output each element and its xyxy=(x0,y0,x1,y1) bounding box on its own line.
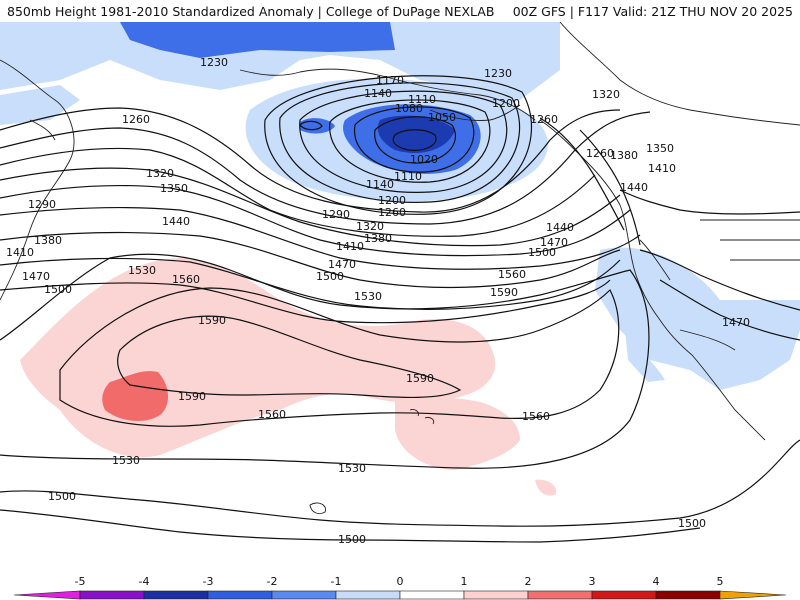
contour-label: 1500 xyxy=(316,270,344,283)
colorbar-segment xyxy=(143,590,209,600)
contour-label: 1230 xyxy=(484,67,512,80)
contour-label: 1440 xyxy=(620,181,648,194)
contour-label: 1590 xyxy=(198,314,226,327)
colorbar-tick: -3 xyxy=(203,575,214,588)
contour-label: 1410 xyxy=(336,240,364,253)
contour-label: 1350 xyxy=(646,142,674,155)
contour-label: 1260 xyxy=(122,113,150,126)
contour-label: 1380 xyxy=(364,232,392,245)
colorbar-tick: 5 xyxy=(717,575,724,588)
contour-label: 1590 xyxy=(490,286,518,299)
contour-label: 1260 xyxy=(530,113,558,126)
colorbar-tick: 0 xyxy=(397,575,404,588)
contour-label: 1470 xyxy=(328,258,356,271)
contour-label: 1500 xyxy=(48,490,76,503)
colorbar-tick: -2 xyxy=(267,575,278,588)
colorbar-ticks: -5 -4 -3 -2 -1 0 1 2 3 4 5 xyxy=(75,575,724,588)
contour-label: 1380 xyxy=(34,234,62,247)
colorbar-segment xyxy=(335,590,401,600)
contour-label: 1350 xyxy=(160,182,188,195)
colorbar-tick: -4 xyxy=(139,575,150,588)
contour-label: 1380 xyxy=(610,149,638,162)
contour-label: 1140 xyxy=(366,178,394,191)
contour-label: 1590 xyxy=(178,390,206,403)
height-contours xyxy=(0,75,800,543)
contour-label: 1320 xyxy=(146,167,174,180)
contour-label: 1470 xyxy=(722,316,750,329)
contour-label: 1470 xyxy=(540,236,568,249)
contour-label: 1560 xyxy=(172,273,200,286)
map-title: 850mb Height 1981-2010 Standardized Anom… xyxy=(7,4,495,19)
colorbar-segments xyxy=(13,590,787,600)
contour-label: 1560 xyxy=(522,410,550,423)
contour-label: 1470 xyxy=(22,270,50,283)
contour-label: 1140 xyxy=(364,87,392,100)
contour-label: 1110 xyxy=(408,93,436,106)
contour-label: 1320 xyxy=(356,220,384,233)
contour-label: 1530 xyxy=(354,290,382,303)
contour-label: 1080 xyxy=(395,102,423,115)
colorbar-segment xyxy=(399,590,465,600)
contour-label: 1500 xyxy=(528,246,556,259)
coastlines xyxy=(0,22,800,515)
contour-label: 1500 xyxy=(338,533,366,546)
contour-label: 1560 xyxy=(258,408,286,421)
contour-label: 1260 xyxy=(586,147,614,160)
colorbar-tick: -1 xyxy=(331,575,342,588)
colorbar: -5 -4 -3 -2 -1 0 1 2 3 4 5 xyxy=(0,568,800,600)
header-bar: 850mb Height 1981-2010 Standardized Anom… xyxy=(0,0,800,22)
colorbar-segment xyxy=(591,590,657,600)
weather-map: 1230 1230 1260 1260 1290 1320 1350 1380 … xyxy=(0,22,800,568)
contour-label: 1200 xyxy=(492,97,520,110)
colorbar-segment xyxy=(527,590,593,600)
contour-label: 1170 xyxy=(376,74,404,87)
colorbar-tick: 3 xyxy=(589,575,596,588)
model-run-label: 00Z GFS | F117 Valid: 21Z THU NOV 20 202… xyxy=(512,4,793,19)
contour-label: 1110 xyxy=(394,170,422,183)
contour-label: 1500 xyxy=(44,283,72,296)
contour-label: 1260 xyxy=(378,206,406,219)
contour-label: 1530 xyxy=(338,462,366,475)
contour-label: 1410 xyxy=(6,246,34,259)
contour-label: 1530 xyxy=(128,264,156,277)
contour-label: 1290 xyxy=(322,208,350,221)
colorbar-segment xyxy=(655,590,721,600)
contour-label: 1500 xyxy=(678,517,706,530)
colorbar-segment xyxy=(463,590,529,600)
colorbar-tick: 2 xyxy=(525,575,532,588)
contour-label: 1440 xyxy=(546,221,574,234)
colorbar-tick: 4 xyxy=(653,575,660,588)
contour-label: 1290 xyxy=(28,198,56,211)
contour-label: 1530 xyxy=(112,454,140,467)
colorbar-segment xyxy=(719,590,787,600)
colorbar-segment xyxy=(79,590,145,600)
contour-label: 1560 xyxy=(498,268,526,281)
colorbar-segment xyxy=(207,590,273,600)
contour-label: 1200 xyxy=(378,194,406,207)
contour-labels: 1230 1230 1260 1260 1290 1320 1350 1380 … xyxy=(6,56,750,546)
contour-label: 1020 xyxy=(410,153,438,166)
contour-label: 1410 xyxy=(648,162,676,175)
contour-label: 1230 xyxy=(200,56,228,69)
contour-label: 1590 xyxy=(406,372,434,385)
colorbar-tick: 1 xyxy=(461,575,468,588)
contour-label: 1440 xyxy=(162,215,190,228)
colorbar-tick: -5 xyxy=(75,575,86,588)
positive-anomaly-strong xyxy=(102,371,169,422)
colorbar-segment xyxy=(271,590,337,600)
contour-label: 1050 xyxy=(428,111,456,124)
contour-label: 1320 xyxy=(592,88,620,101)
